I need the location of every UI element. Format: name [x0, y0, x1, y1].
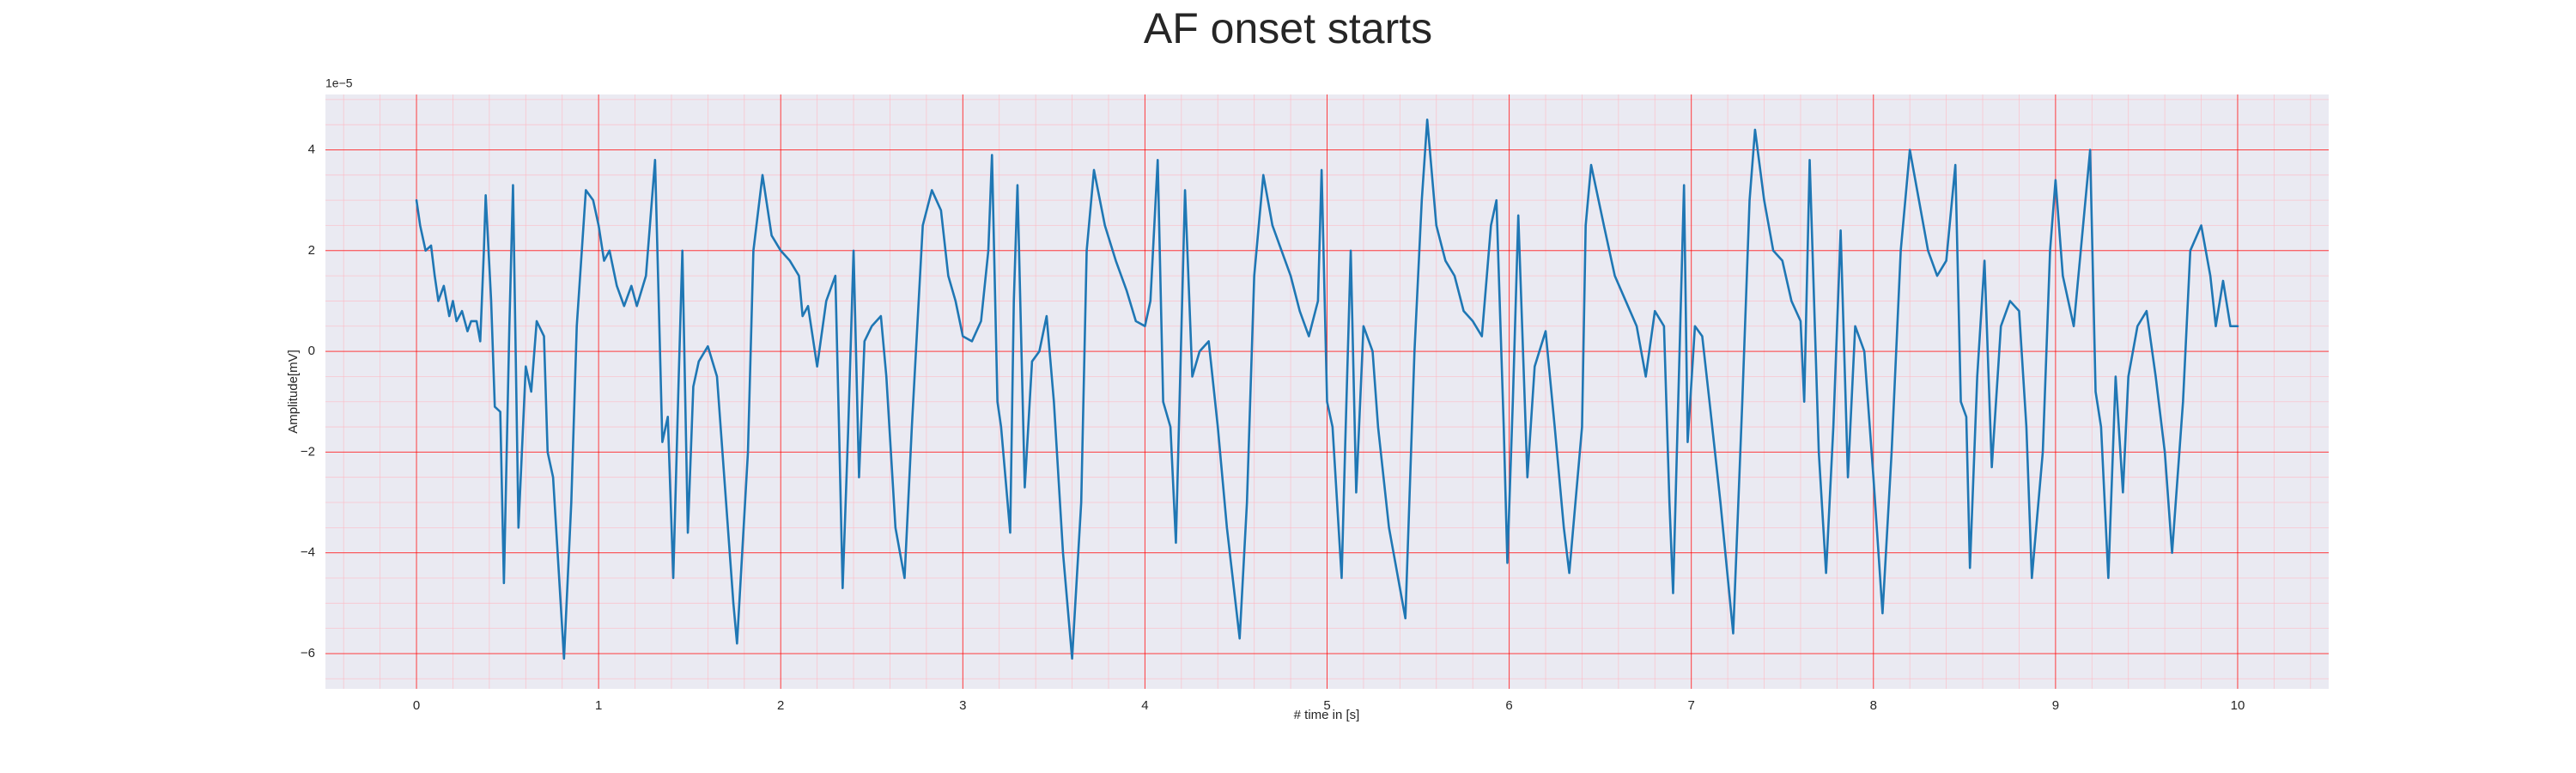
y-tick-label: −4 — [301, 545, 315, 560]
x-tick-label: 5 — [1323, 698, 1330, 713]
x-tick-label: 10 — [2231, 698, 2245, 713]
x-tick-label: 6 — [1505, 698, 1512, 713]
y-tick-label: 4 — [308, 142, 315, 156]
grid — [325, 94, 2329, 689]
y-tick-label: 2 — [308, 243, 315, 258]
signal-line — [415, 119, 2239, 660]
chart-title: AF onset starts — [1144, 4, 1432, 52]
y-tick-label: −2 — [301, 444, 315, 459]
x-tick-label: 1 — [595, 698, 602, 713]
offset-text: 1e−5 — [325, 76, 353, 90]
x-tick-label: 4 — [1141, 698, 1148, 713]
x-tick-label: 7 — [1688, 698, 1695, 713]
y-axis-label: Amplitude[mV] — [286, 350, 301, 434]
x-tick-label: 0 — [413, 698, 420, 713]
labels: 0 1 2 3 4 5 6 7 8 9 10 −6 −4 −2 0 2 4 — [301, 142, 2245, 712]
x-tick-label: 9 — [2052, 698, 2059, 713]
y-tick-label: 0 — [308, 344, 315, 358]
x-axis-label: # time in [s] — [1294, 708, 1360, 722]
x-tick-label: 3 — [959, 698, 966, 713]
marks — [415, 119, 2239, 660]
x-tick-label: 8 — [1870, 698, 1877, 713]
y-tick-label: −6 — [301, 646, 315, 660]
x-tick-label: 2 — [777, 698, 784, 713]
